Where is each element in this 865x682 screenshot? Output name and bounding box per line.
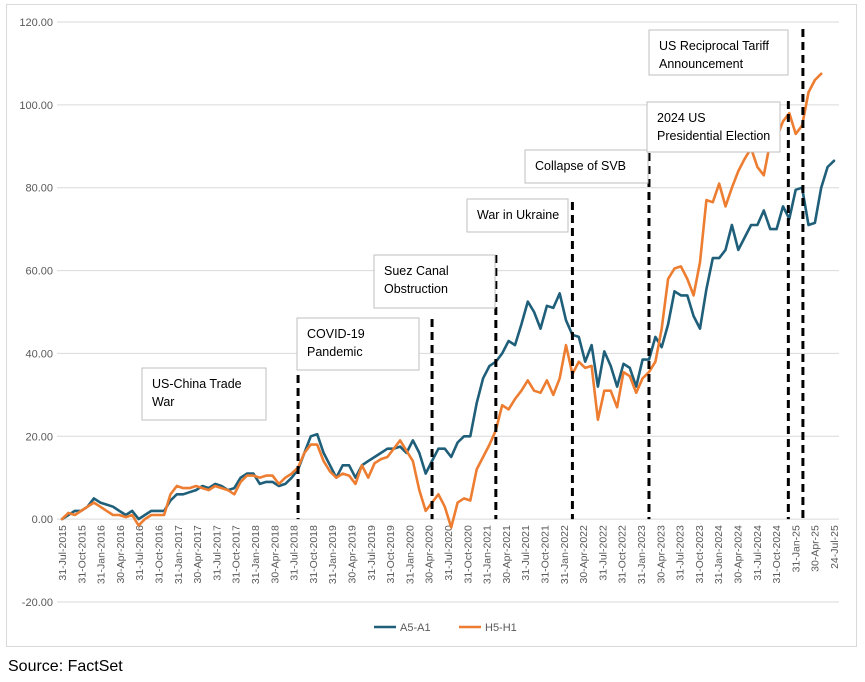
y-tick-label: 120.00 bbox=[19, 17, 53, 29]
x-tick-label: 30-Apr-2017 bbox=[192, 525, 204, 584]
x-tick-label: 30-Apr-25 bbox=[810, 525, 822, 572]
event-callout-text: 2024 US bbox=[657, 111, 706, 125]
x-tick-label: 31-Oct-2018 bbox=[308, 525, 320, 584]
x-tick-label: 30-Apr-2019 bbox=[347, 525, 359, 584]
event-callout-box bbox=[646, 101, 781, 153]
x-tick-label: 31-Oct-2023 bbox=[694, 525, 706, 584]
event-callout-box bbox=[466, 198, 569, 233]
x-tick-label: 31-Oct-2024 bbox=[771, 525, 783, 584]
x-tick-label: 31-Jul-2018 bbox=[289, 525, 301, 581]
x-tick-label: 31-Jul-2024 bbox=[752, 525, 764, 581]
event-callout-text: Obstruction bbox=[384, 282, 448, 296]
event-callout-text: Presidential Election bbox=[657, 129, 770, 143]
x-tick-label: 30-Apr-2022 bbox=[578, 525, 590, 584]
x-tick-label: 31-Jul-2020 bbox=[443, 525, 455, 581]
x-tick-label: 30-Apr-2021 bbox=[501, 525, 513, 584]
x-tick-label: 31-Jan-2023 bbox=[636, 525, 648, 584]
y-tick-label: 40.00 bbox=[25, 348, 53, 360]
event-callout-text: COVID-19 bbox=[307, 327, 365, 341]
x-tick-label: 31-Oct-2016 bbox=[154, 525, 166, 584]
x-tick-label: 31-Jul-2016 bbox=[134, 525, 146, 581]
x-tick-label: 31-Oct-2015 bbox=[76, 525, 88, 584]
x-tick-label: 31-Jul-2021 bbox=[520, 525, 532, 581]
x-tick-label: 31-Oct-2017 bbox=[231, 525, 243, 584]
event-callout-text: Suez Canal bbox=[384, 264, 449, 278]
x-tick-label: 31-Oct-2020 bbox=[462, 525, 474, 584]
line-chart: -20.00 0.00 20.00 40.00 60.00 80.00 100.00 120.… bbox=[19, 17, 841, 634]
legend-label-h5-h1: H5-H1 bbox=[485, 622, 517, 634]
x-tick-label: 31-Jan-2020 bbox=[404, 525, 416, 584]
x-tick-label: 31-Jan-2024 bbox=[713, 525, 725, 584]
event-callout-text: Collapse of SVB bbox=[535, 159, 626, 173]
chart-frame: -20.00 0.00 20.00 40.00 60.00 80.00 100.00 120.… bbox=[6, 4, 857, 647]
y-tick-label: 100.00 bbox=[19, 100, 53, 112]
x-tick-label: 31-Jul-2019 bbox=[366, 525, 378, 581]
x-tick-label: 31-Oct-2021 bbox=[540, 525, 552, 584]
x-tick-label: 31-Jan-2018 bbox=[250, 525, 262, 584]
event-callout-text: Announcement bbox=[659, 57, 744, 71]
x-tick-label: 31-Jan-2017 bbox=[173, 525, 185, 584]
source-note: Source: FactSet bbox=[8, 658, 123, 675]
y-tick-label: 0.00 bbox=[32, 514, 53, 526]
event-callout-text: US-China Trade bbox=[152, 377, 242, 391]
event-callout-text: War bbox=[152, 395, 174, 409]
y-tick-label: -20.00 bbox=[22, 597, 53, 609]
event-callout-text: US Reciprocal Tariff bbox=[659, 39, 770, 53]
x-tick-label: 30-Apr-2016 bbox=[115, 525, 127, 584]
event-callout-box bbox=[296, 317, 420, 371]
x-tick-label: 31-Jul-2022 bbox=[597, 525, 609, 581]
y-tick-label: 80.00 bbox=[25, 183, 53, 195]
x-tick-label: 30-Apr-2024 bbox=[733, 525, 745, 584]
x-tick-label: 30-Apr-2018 bbox=[269, 525, 281, 584]
x-tick-label: 30-Apr-2023 bbox=[655, 525, 667, 584]
x-tick-label: 31-Oct-2019 bbox=[385, 525, 397, 584]
legend-label-a5-a1: A5-A1 bbox=[400, 622, 431, 634]
y-tick-label: 60.00 bbox=[25, 266, 53, 278]
event-callout-box bbox=[648, 29, 789, 76]
event-callout-box bbox=[524, 149, 649, 184]
x-tick-label: 31-Jan-2019 bbox=[327, 525, 339, 584]
x-tick-label: 31-Jan-25 bbox=[790, 525, 802, 572]
x-tick-label: 31-Jul-2023 bbox=[675, 525, 687, 581]
y-tick-label: 20.00 bbox=[25, 431, 53, 443]
x-tick-label: 31-Jan-2016 bbox=[96, 525, 108, 584]
x-tick-label: 24-Jul-25 bbox=[829, 525, 841, 569]
x-tick-label: 31-Jul-2015 bbox=[57, 525, 69, 581]
x-tick-label: 31-Oct-2022 bbox=[617, 525, 629, 584]
event-callout-box bbox=[141, 367, 267, 421]
x-tick-label: 31-Jul-2017 bbox=[211, 525, 223, 581]
x-tick-label: 31-Jan-2021 bbox=[482, 525, 494, 584]
x-tick-label: 30-Apr-2020 bbox=[424, 525, 436, 584]
event-callout-text: War in Ukraine bbox=[477, 208, 559, 222]
series-line-h5-h1 bbox=[60, 72, 823, 529]
event-callout-text: Pandemic bbox=[307, 345, 363, 359]
x-tick-label: 31-Jan-2022 bbox=[559, 525, 571, 584]
event-callout-box bbox=[373, 254, 496, 309]
series-line-a5-a1 bbox=[60, 159, 836, 521]
